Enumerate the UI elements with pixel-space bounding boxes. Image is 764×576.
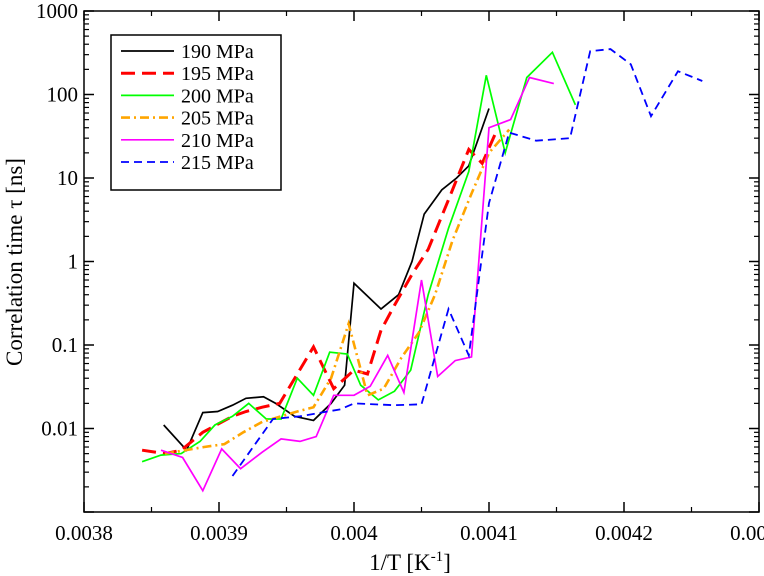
x-axis-title: 1/T [K-1] [369,549,451,575]
y-tick-label: 1 [68,250,79,274]
series-line-210-mpa [160,76,555,493]
y-tick-label: 1000 [36,0,78,23]
y-tick-label: 100 [47,83,79,107]
legend-box [110,34,282,191]
series-layer [141,48,703,493]
legend-label: 195 MPa [181,63,254,85]
x-tick-label: 0.004 [330,521,378,545]
x-tick-label: 0.0038 [55,521,113,545]
y-axis-title: Correlation time τ [ns] [2,158,27,366]
series-line-205-mpa [164,128,511,455]
y-tick-label: 10 [57,166,78,190]
axes-layer [83,10,760,513]
legend-label: 205 MPa [181,108,254,130]
x-tick-label: 0.0039 [190,521,248,545]
x-axis-title-main: 1/T [K [369,550,431,575]
legend-label: 215 MPa [181,152,254,174]
y-tick-label: 0.1 [52,333,78,357]
x-tick-label: 0.0043 [730,521,764,545]
y-tick-label: 0.01 [41,417,78,441]
x-tick-label: 0.0042 [595,521,653,545]
legend-label: 200 MPa [181,85,254,107]
x-axis-title-end: ] [443,550,451,575]
legend-label: 210 MPa [181,130,254,152]
series-line-215-mpa [231,48,703,477]
series-line-200-mpa [141,50,577,463]
x-tick-label: 0.0041 [460,521,518,545]
legend-label: 190 MPa [181,41,254,63]
x-axis-title-superscript: -1 [431,549,444,565]
